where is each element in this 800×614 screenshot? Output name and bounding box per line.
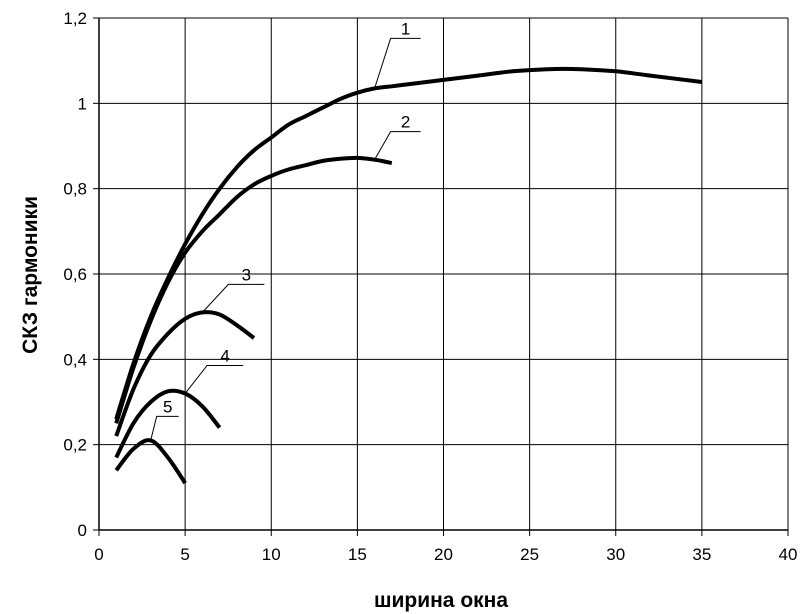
x-tick-label: 5 bbox=[180, 545, 189, 564]
x-tick-label: 0 bbox=[94, 545, 103, 564]
x-tick-label: 40 bbox=[779, 545, 798, 564]
series-4-curve bbox=[114, 388, 222, 459]
series-2-label: 2 bbox=[401, 113, 410, 132]
series-1-curve bbox=[114, 66, 703, 420]
series-1-leader-line bbox=[374, 37, 421, 89]
grid bbox=[93, 17, 789, 536]
series-2-curve bbox=[114, 155, 393, 424]
y-tick-label: 0,6 bbox=[63, 265, 87, 284]
y-tick-label: 0,8 bbox=[63, 180, 87, 199]
y-tick-label: 0,4 bbox=[63, 350, 87, 369]
series-3-leader-line bbox=[201, 283, 265, 313]
x-tick-label: 20 bbox=[434, 545, 453, 564]
series-5-curve bbox=[114, 438, 187, 485]
curve-labels: 1 2 3 4 5 bbox=[150, 19, 421, 441]
x-axis-title: ширина окна bbox=[374, 589, 508, 612]
x-tick-label: 10 bbox=[262, 545, 281, 564]
series-1-label: 1 bbox=[401, 19, 410, 38]
x-tick-label: 25 bbox=[520, 545, 539, 564]
y-axis-title: СКЗ гармоники bbox=[19, 196, 42, 354]
y-tick-label: 1 bbox=[78, 94, 87, 113]
series-2-leader-line bbox=[374, 131, 421, 160]
x-tick-label: 30 bbox=[606, 545, 625, 564]
series-3-curve bbox=[114, 310, 256, 437]
series-5-leader-line bbox=[150, 415, 179, 441]
series-4-label: 4 bbox=[220, 346, 229, 365]
series-3-label: 3 bbox=[242, 265, 251, 284]
series-4-leader-line bbox=[184, 364, 244, 394]
y-tick-label: 0 bbox=[78, 521, 87, 540]
series-5-label: 5 bbox=[163, 397, 172, 416]
x-tick-label: 35 bbox=[692, 545, 711, 564]
y-tick-label: 1,2 bbox=[63, 9, 87, 28]
y-tick-label: 0,2 bbox=[63, 436, 87, 455]
x-tick-label: 15 bbox=[348, 545, 367, 564]
